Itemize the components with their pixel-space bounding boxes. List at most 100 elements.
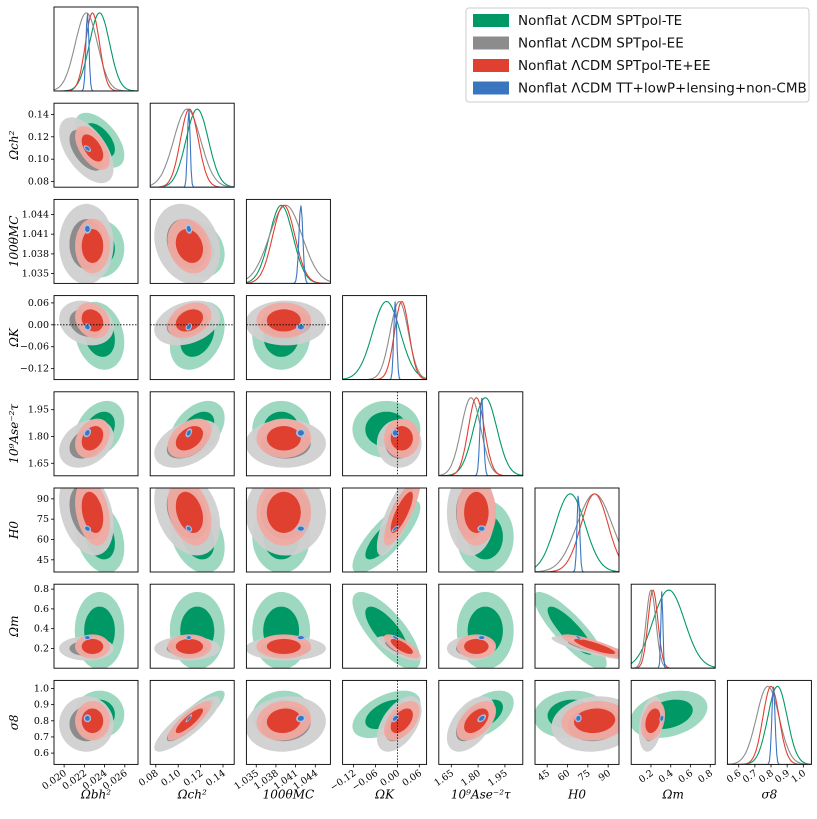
panel-frame: [149, 679, 235, 765]
panel-s8-vs-h0: 45 60 75 90 H0: [534, 679, 620, 801]
x-axis-label: Ωch²: [177, 787, 207, 801]
legend-label-1: Nonflat ΛCDM SPTpol-EE: [518, 36, 684, 52]
contour-68-as-h0-series-3: [479, 526, 485, 531]
y-axis-label: Ωch²: [7, 130, 21, 160]
panel-omega_k-vs-theta: [245, 295, 331, 381]
panel-frame: [53, 679, 139, 765]
panel-omega_b-vs-omega_b: [53, 6, 139, 92]
legend-swatch-0: [473, 14, 509, 27]
panel-frame: [630, 679, 716, 765]
contour-68-omega_c-theta-series-2: [175, 229, 203, 263]
y-tick-label: 1.044: [22, 209, 49, 220]
y-axis-label: H0: [7, 521, 21, 540]
panel-frame: [342, 583, 428, 669]
x-tick-label: 0.8: [696, 768, 715, 786]
panel-frame: [630, 583, 716, 669]
x-tick-label: 0.6: [677, 768, 696, 786]
panel-frame: [245, 487, 331, 573]
panel-frame: [438, 391, 524, 477]
y-tick-label: 60: [37, 534, 49, 545]
legend-label-0: Nonflat ΛCDM SPTpol-TE: [518, 13, 682, 29]
marginal-s8-series-2: [727, 685, 812, 765]
panel-frame: [534, 487, 620, 573]
x-axis-label: ΩK: [374, 787, 395, 801]
contour-68-omega_b-theta-series-3: [85, 225, 90, 232]
y-tick-label: 0.7: [34, 732, 49, 743]
marginal-h0-series-3: [535, 495, 619, 572]
y-tick-label: 0.14: [28, 109, 49, 120]
y-tick-label: 0.10: [28, 154, 49, 165]
contour-68-as-h0-series-2: [464, 491, 489, 533]
y-tick-label: 0.9: [34, 700, 49, 711]
x-axis-label: Ωm: [662, 787, 684, 801]
panel-frame: [149, 198, 235, 284]
contour-68-omega_k-h0-series-2: [390, 491, 413, 533]
y-tick-label: 45: [37, 555, 49, 566]
legend-swatch-2: [473, 59, 509, 72]
contour-68-theta-as-series-2: [266, 426, 301, 451]
contour-68-theta-h0-series-3: [297, 526, 304, 531]
marginal-s8-series-3: [727, 686, 812, 765]
legend-label-3: Nonflat ΛCDM TT+lowP+lensing+non-CMB: [518, 81, 807, 97]
panel-s8-vs-omega_b: 0.60.70.80.91.0σ80.0200.0220.0240.026Ωbh…: [7, 679, 139, 801]
y-tick-label: 90: [37, 494, 49, 505]
y-tick-label: 0.4: [34, 624, 49, 635]
marginal-omega_c-series-0: [150, 108, 235, 188]
y-axis-label: ΩK: [7, 327, 21, 348]
contour-68-theta-omega_k-series-3: [297, 324, 304, 330]
y-axis-label: 100θMC: [7, 216, 21, 268]
panel-frame: [342, 295, 428, 381]
panel-h0-vs-omega_k: [342, 487, 428, 573]
x-axis-label: σ8: [761, 787, 777, 801]
legend-box: [465, 7, 810, 103]
panel-om-vs-omega_c: [149, 583, 235, 669]
y-tick-label: −0.12: [20, 364, 49, 375]
y-tick-label: 0.08: [28, 177, 49, 188]
marginal-omega_c-series-1: [150, 108, 235, 188]
x-tick-label: 0.00: [378, 768, 402, 789]
contour-68-omega_c-theta-series-3: [186, 225, 191, 232]
contour-68-omega_b-h0-series-3: [85, 526, 90, 531]
x-tick-label: 75: [576, 768, 592, 784]
panel-frame: [438, 583, 524, 669]
contour-68-omega_b-om-series-3: [85, 636, 90, 640]
panel-frame: [342, 679, 428, 765]
panel-frame: [245, 679, 331, 765]
y-tick-label: 0.6: [34, 748, 49, 759]
panel-as-vs-omega_c: [149, 391, 235, 477]
y-axis-label: Ωm: [7, 616, 21, 638]
contour-68-theta-omega_k-series-2: [266, 309, 301, 332]
contour-68-omega_c-s8-series-2: [175, 708, 203, 734]
panel-frame: [534, 679, 620, 765]
contour-68-as-om-series-3: [479, 636, 485, 640]
contour-68-theta-h0-series-2: [266, 491, 301, 533]
y-tick-label: 1.041: [22, 229, 49, 240]
panel-theta-vs-theta: [245, 198, 331, 284]
panel-om-vs-theta: [245, 583, 331, 669]
contour-68-omega_b-omega_k-series-3: [85, 324, 90, 330]
marginal-theta-series-1: [246, 204, 331, 283]
panel-as-vs-omega_k: [342, 391, 428, 477]
panel-frame: [149, 583, 235, 669]
panel-s8-vs-om: 0.2 0.4 0.6 0.8 Ωm: [630, 679, 716, 801]
y-tick-label: 1.0: [34, 683, 49, 694]
panel-omega_k-vs-omega_c: [149, 295, 235, 381]
panel-frame: [53, 487, 139, 573]
x-tick-label: 1.95: [486, 768, 510, 789]
panel-frame: [149, 487, 235, 573]
marginal-omega_k-series-0: [342, 300, 427, 380]
panel-omega_k-vs-omega_b: −0.12 −0.06 0.00 0.06 ΩK: [7, 295, 139, 381]
contour-68-omega_k-om-series-2: [390, 639, 413, 654]
contour-68-theta-om-series-2: [266, 638, 301, 654]
panel-om-vs-omega_b: 0.2 0.4 0.6 0.8 Ωm: [7, 583, 139, 669]
panel-frame: [726, 679, 812, 765]
panel-om-vs-h0: [534, 583, 620, 669]
panel-frame: [342, 391, 428, 477]
x-tick-label: 1.80: [459, 768, 483, 789]
x-axis-label: H0: [567, 787, 586, 801]
panel-frame: [245, 295, 331, 381]
panel-om-vs-as: [438, 583, 524, 669]
